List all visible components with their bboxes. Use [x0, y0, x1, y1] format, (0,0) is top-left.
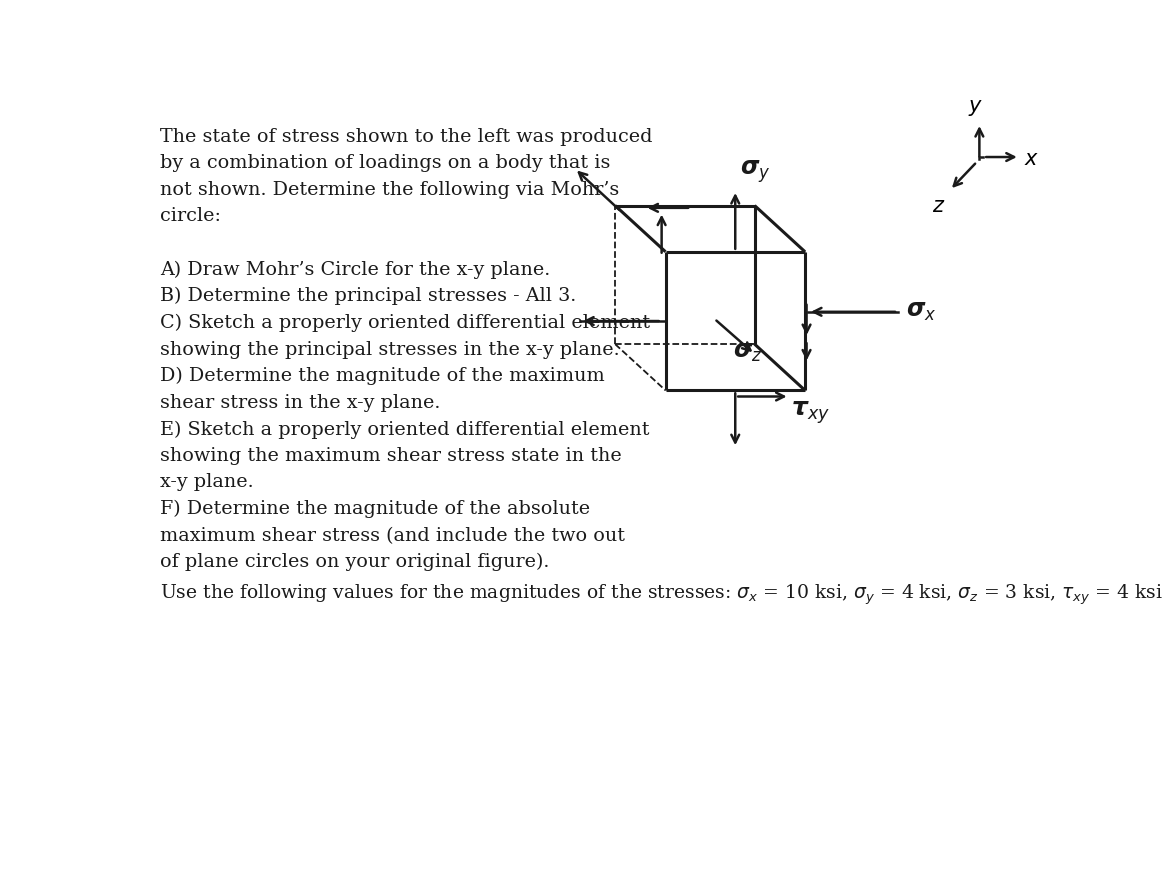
- Text: $\boldsymbol{\tau}_{xy}$: $\boldsymbol{\tau}_{xy}$: [791, 399, 831, 425]
- Text: $y$: $y$: [968, 97, 983, 118]
- Text: $\boldsymbol{\sigma}_z$: $\boldsymbol{\sigma}_z$: [732, 339, 763, 363]
- Text: Use the following values for the magnitudes of the stresses: $\mathit{\sigma}_x$: Use the following values for the magnitu…: [160, 581, 1163, 606]
- Text: A) Draw Mohr’s Circle for the x-y plane.
B) Determine the principal stresses - A: A) Draw Mohr’s Circle for the x-y plane.…: [160, 260, 651, 571]
- Text: $\boldsymbol{\sigma}_x$: $\boldsymbol{\sigma}_x$: [906, 299, 936, 323]
- Text: $\boldsymbol{\sigma}_y$: $\boldsymbol{\sigma}_y$: [739, 158, 771, 185]
- Text: The state of stress shown to the left was produced
by a combination of loadings : The state of stress shown to the left wa…: [160, 128, 653, 225]
- Text: $z$: $z$: [931, 197, 945, 215]
- Text: $x$: $x$: [1024, 150, 1039, 169]
